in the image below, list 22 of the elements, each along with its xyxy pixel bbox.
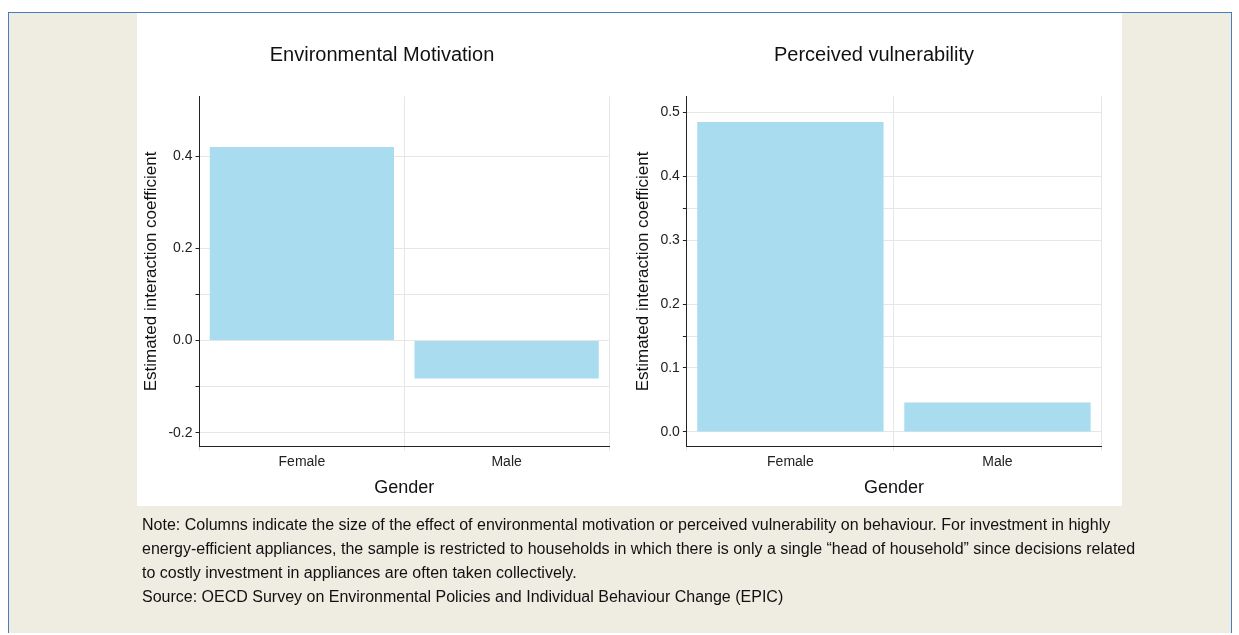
y-tick-label: 0.2 — [660, 294, 681, 311]
y-tick-label: 0.4 — [173, 147, 193, 164]
x-axis-title: Gender — [374, 477, 435, 498]
y-axis-title: Estimated interaction coefficient — [632, 151, 652, 392]
chart-title: Perceived vulnerability — [772, 43, 976, 66]
chart-title: Environmental Motivation — [268, 43, 496, 66]
y-tick-label: -0.2 — [168, 423, 193, 440]
y-tick-label: 0.0 — [660, 422, 681, 439]
y-tick-label: 0.5 — [660, 103, 681, 120]
x-axis-title: Gender — [863, 477, 924, 498]
y-tick-label: 0.1 — [660, 358, 681, 375]
y-tick-label: 0.4 — [660, 167, 681, 184]
x-tick-label: Male — [982, 452, 1013, 469]
y-tick-label: 0.3 — [660, 231, 681, 248]
y-axis-title: Estimated interaction coefficient — [140, 151, 160, 392]
x-tick-label: Female — [278, 452, 326, 469]
y-tick-label: 0.2 — [173, 239, 193, 256]
x-tick-label: Male — [491, 452, 523, 469]
text: Note: Columns indicate the size of the effect of environmental motivation or perceived vulnerability on behaviour. For investment in highly energy-efficient appliances, the sample is restricted to households in which there is only a single “head of household” since decisions related to costly investment in appliances are often taken collectively. — [142, 515, 1137, 583]
source-note: Source: OECD Survey on Environmental Policies and Individual Behaviour Change (EPIC) — [142, 587, 785, 607]
y-tick-label: 0.0 — [173, 331, 193, 348]
x-tick-label: Female — [767, 452, 814, 469]
